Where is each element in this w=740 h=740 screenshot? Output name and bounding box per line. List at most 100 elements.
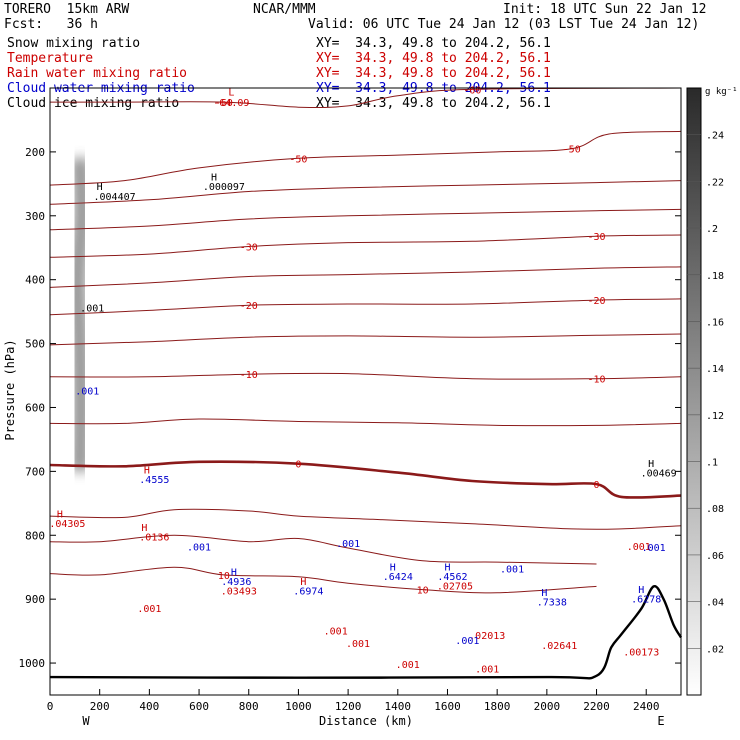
contour-label: .001 (627, 542, 651, 553)
isotherm-label: -10 (588, 375, 606, 386)
contour-label: .6974 (293, 587, 323, 598)
isotherm-label: 0 (594, 480, 600, 491)
colorbar-tick-label: .02 (706, 644, 724, 655)
contour-label: .004407 (94, 192, 136, 203)
isotherm (49, 208, 682, 231)
colorbar-tick-label: .24 (706, 131, 724, 142)
contour-label: .001 (346, 639, 370, 650)
field-xy: XY= 34.3, 49.8 to 204.2, 56.1 (316, 51, 551, 66)
contour-label: .02705 (437, 582, 473, 593)
east-end-label: E (657, 714, 664, 728)
x-tick-label: 1000 (285, 700, 312, 713)
contour-label: H (57, 509, 63, 520)
colorbar-tick-label: .04 (706, 598, 724, 609)
colorbar-tick-label: .08 (706, 504, 724, 515)
isotherm (49, 333, 682, 346)
field-xy: XY= 34.3, 49.8 to 204.2, 56.1 (316, 96, 551, 111)
isotherm-label: -50 (563, 145, 581, 156)
field-name: Temperature (7, 51, 94, 66)
center-title: NCAR/MMM (253, 2, 316, 17)
isotherm-label: 10 (218, 571, 230, 582)
contour-label: .02013 (469, 631, 505, 642)
contour-label: H (231, 568, 237, 579)
contour-label: .001 (336, 539, 360, 550)
x-tick-label: 200 (90, 700, 110, 713)
x-tick-label: 2000 (534, 700, 561, 713)
colorbar-tick-label: .12 (706, 411, 724, 422)
x-tick-label: 1800 (484, 700, 511, 713)
y-tick-label: 300 (25, 210, 45, 223)
field-xy: XY= 34.3, 49.8 to 204.2, 56.1 (316, 66, 551, 81)
colorbar-tick-label: .22 (706, 177, 724, 188)
west-end-label: W (82, 714, 90, 728)
field-name: Snow mixing ratio (7, 36, 141, 51)
contour-label: -64.09 (213, 98, 249, 109)
contour-label: .001 (455, 636, 479, 647)
contour-label: .4562 (437, 572, 467, 583)
contour-label: .001 (500, 564, 524, 575)
contour-label: .03493 (221, 587, 257, 598)
x-tick-label: 800 (239, 700, 259, 713)
y-tick-label: 900 (25, 593, 45, 606)
contour-label: H (141, 523, 147, 534)
isotherm-label: -10 (240, 370, 258, 381)
isotherm (49, 534, 597, 565)
contour-label: H (144, 465, 150, 476)
contour-label: .04305 (49, 519, 85, 530)
field-name: Rain water mixing ratio (7, 66, 188, 81)
colorbar-tick-label: .2 (706, 224, 718, 235)
x-tick-label: 600 (189, 700, 209, 713)
colorbar-tick-label: .1 (706, 458, 718, 469)
contour-label: .001 (187, 543, 211, 554)
contour-label: H (648, 459, 654, 470)
y-tick-label: 200 (25, 146, 45, 159)
y-tick-label: 800 (25, 529, 45, 542)
isotherm (49, 266, 682, 288)
forecast-hour: Fcst: 36 h (4, 17, 98, 32)
isotherm-label: -60 (215, 98, 233, 109)
x-tick-label: 0 (47, 700, 54, 713)
contour-label: H (300, 577, 306, 588)
contour-label: .02641 (541, 641, 577, 652)
init-time: Init: 18 UTC Sun 22 Jan 12 (503, 2, 707, 17)
snow-shading (68, 157, 92, 472)
colorbar-tick-label: .16 (706, 317, 724, 328)
isotherm (49, 180, 682, 205)
isotherm (49, 418, 682, 427)
y-tick-label: 1000 (19, 657, 46, 670)
surface-pressure-line (49, 585, 683, 680)
isotherm (49, 298, 682, 316)
model-title: TORERO 15km ARW (4, 2, 130, 17)
contour-label: .00469 (641, 468, 677, 479)
contour-label: .7338 (537, 598, 567, 609)
contour-label: H (97, 182, 103, 193)
contour-label: .001 (396, 660, 420, 671)
contour-label: .001 (80, 304, 104, 315)
colorbar-tick-label: .06 (706, 551, 724, 562)
contour-label: .6424 (383, 572, 413, 583)
isotherm (49, 234, 682, 258)
contour-label: .000097 (203, 182, 245, 193)
x-axis-title: Distance (km) (319, 714, 413, 728)
x-tick-label: 400 (139, 700, 159, 713)
isotherm (49, 508, 682, 530)
y-tick-label: 500 (25, 338, 45, 351)
contour-label: .001 (475, 665, 499, 676)
y-tick-label: 400 (25, 274, 45, 287)
contour-label: H (444, 562, 450, 573)
colorbar-tick-label: .14 (706, 364, 724, 375)
contour-label: H (541, 588, 547, 599)
contour-label: H (390, 562, 396, 573)
contour-label: .6278 (631, 594, 661, 605)
contour-label: .00173 (623, 647, 659, 658)
x-tick-label: 1400 (385, 700, 412, 713)
contour-label: .0136 (139, 532, 169, 543)
isotherm (49, 372, 682, 380)
y-axis-title: Pressure (hPa) (3, 339, 17, 440)
x-tick-label: 2400 (633, 700, 660, 713)
x-tick-label: 2200 (583, 700, 610, 713)
contour-label: .001 (137, 604, 161, 615)
isotherm-label: 10 (417, 586, 429, 597)
isotherm-label: -30 (240, 242, 258, 253)
